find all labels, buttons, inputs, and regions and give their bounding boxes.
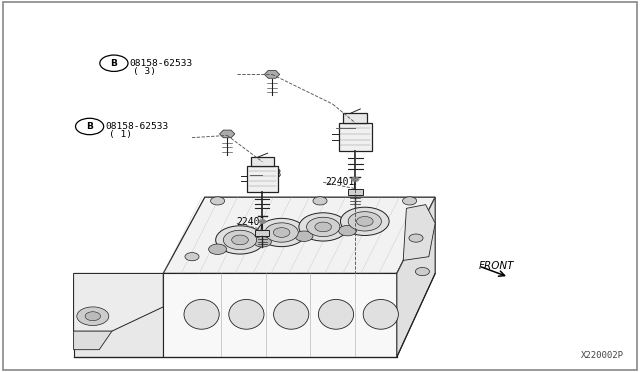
Circle shape <box>253 237 271 247</box>
Text: B: B <box>111 59 117 68</box>
Circle shape <box>77 307 109 326</box>
Circle shape <box>315 222 332 232</box>
Circle shape <box>257 218 306 247</box>
Text: ( 1): ( 1) <box>109 130 132 139</box>
Polygon shape <box>74 279 112 350</box>
Ellipse shape <box>274 299 309 329</box>
Circle shape <box>299 213 348 241</box>
FancyBboxPatch shape <box>343 113 367 123</box>
Circle shape <box>209 244 227 254</box>
Text: FRONT: FRONT <box>479 261 514 271</box>
Circle shape <box>403 197 417 205</box>
Ellipse shape <box>229 299 264 329</box>
Circle shape <box>339 225 356 236</box>
Polygon shape <box>397 197 435 357</box>
Text: ( 3): ( 3) <box>133 67 156 76</box>
Circle shape <box>340 207 389 235</box>
FancyBboxPatch shape <box>339 123 372 151</box>
Circle shape <box>85 312 100 321</box>
Circle shape <box>185 253 199 261</box>
FancyBboxPatch shape <box>247 166 278 192</box>
Circle shape <box>313 197 327 205</box>
Ellipse shape <box>184 299 219 329</box>
Text: 22401: 22401 <box>237 217 266 227</box>
Polygon shape <box>74 273 163 357</box>
Polygon shape <box>220 130 235 138</box>
Polygon shape <box>264 71 280 78</box>
Polygon shape <box>163 197 435 273</box>
Text: 22433: 22433 <box>339 123 369 132</box>
FancyBboxPatch shape <box>252 157 273 166</box>
Circle shape <box>409 234 423 242</box>
Circle shape <box>348 212 381 231</box>
Circle shape <box>307 217 340 237</box>
Polygon shape <box>403 205 435 260</box>
Circle shape <box>295 231 313 241</box>
Circle shape <box>415 267 429 276</box>
Text: 08158-62533: 08158-62533 <box>105 122 168 131</box>
Circle shape <box>216 226 264 254</box>
Circle shape <box>356 217 373 226</box>
Circle shape <box>273 228 290 237</box>
Circle shape <box>351 177 359 182</box>
Circle shape <box>265 223 298 242</box>
FancyBboxPatch shape <box>255 230 269 236</box>
Polygon shape <box>74 273 163 331</box>
Text: 08158-62533: 08158-62533 <box>129 59 193 68</box>
Ellipse shape <box>319 299 354 329</box>
Polygon shape <box>163 273 397 357</box>
Circle shape <box>259 219 266 224</box>
Circle shape <box>211 197 225 205</box>
Circle shape <box>232 235 248 245</box>
Text: 22401: 22401 <box>325 177 355 186</box>
Circle shape <box>223 230 257 250</box>
Text: 22433: 22433 <box>253 169 282 179</box>
Text: B: B <box>86 122 93 131</box>
Text: X220002P: X220002P <box>581 351 624 360</box>
FancyBboxPatch shape <box>348 189 363 195</box>
Ellipse shape <box>363 299 398 329</box>
